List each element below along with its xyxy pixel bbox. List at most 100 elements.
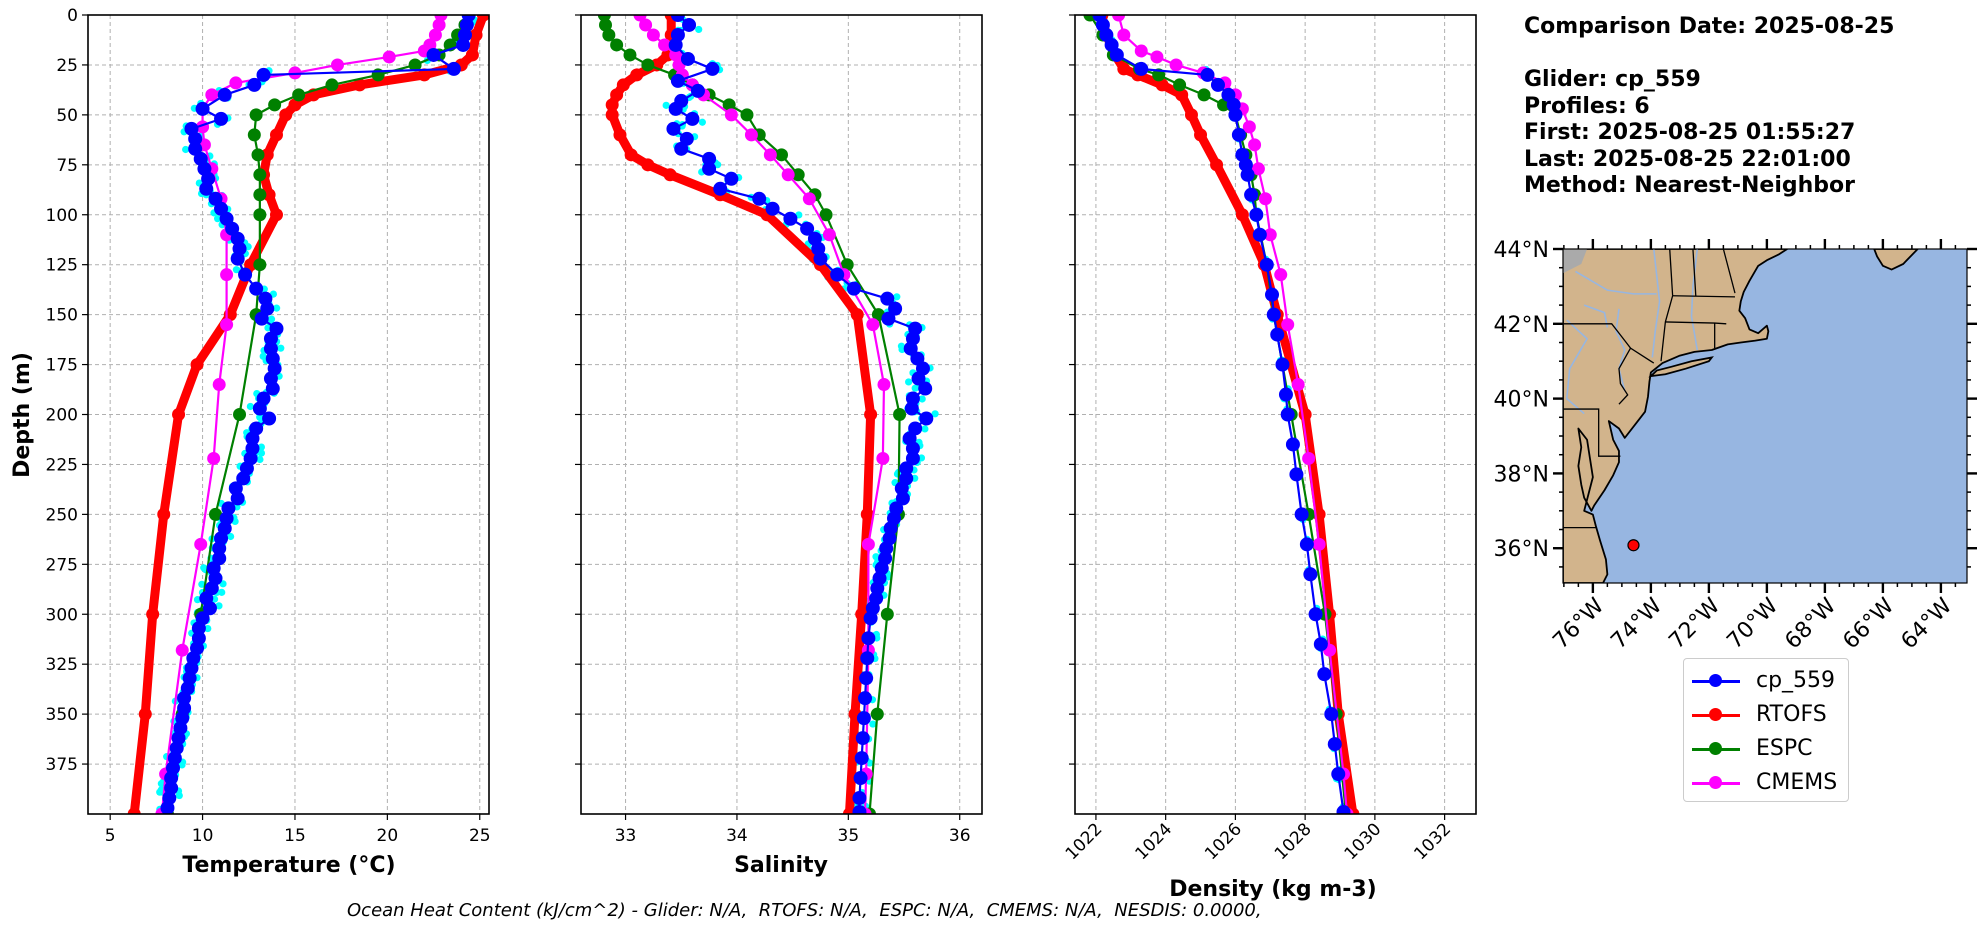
data-point-rtofs [1175, 88, 1189, 102]
data-point-rtofs [864, 408, 878, 421]
data-point-glider [1210, 77, 1225, 92]
lat-tick-label: 40°N [1494, 388, 1549, 413]
data-point-cmems [876, 451, 890, 465]
data-point-rtofs [610, 88, 624, 102]
data-point-glider [702, 161, 717, 176]
data-point-glider [1313, 637, 1328, 652]
data-point-glider [1308, 607, 1323, 622]
data-point-glider [446, 61, 461, 76]
data-point-espc [641, 58, 655, 72]
data-point-glider [265, 381, 280, 396]
data-point-espc [408, 58, 422, 72]
data-point-glider [905, 441, 920, 456]
series-line-espc [166, 15, 470, 814]
glider-location-marker [1627, 539, 1640, 552]
data-point-glider [904, 401, 919, 416]
data-point-cmems [802, 192, 816, 206]
data-point-cmems [1274, 268, 1288, 282]
y-tick-label: 325 [46, 655, 78, 675]
data-point-glider [1331, 767, 1346, 782]
x-tick-label: 1032 [1410, 819, 1455, 864]
data-point-glider [236, 471, 251, 486]
temperature-panel: 0 25 50 75 100 125 150 175 200 225 250 275 300 325 350… [46, 6, 491, 846]
temperature-axis-label: Temperature (°C) [182, 853, 395, 878]
legend-label: RTOFS [1756, 702, 1827, 727]
salinity-panel: 33 34 35 36 [575, 14, 983, 846]
lon-tick-label: 76°W [1548, 593, 1609, 654]
x-tick-label: 25 [469, 826, 491, 846]
data-point-espc [791, 168, 805, 182]
lat-tick-label: 38°N [1494, 462, 1549, 487]
series-glider [1092, 15, 1351, 814]
data-point-rtofs [630, 68, 644, 82]
data-point-glider [918, 381, 933, 396]
data-point-glider [1327, 737, 1342, 752]
x-tick-label: 1026 [1201, 819, 1246, 864]
series-glider [160, 15, 476, 814]
y-tick-label: 50 [56, 106, 78, 126]
data-point-glider [685, 111, 700, 126]
state-border [1692, 249, 1697, 297]
data-point-glider [1200, 67, 1215, 82]
glider-raw-point [257, 449, 266, 457]
data-point-cmems [669, 48, 683, 62]
data-point-rtofs [244, 258, 258, 272]
data-point-cmems [1258, 192, 1272, 206]
data-point-rtofs [288, 98, 302, 112]
lon-tick-label: 72°W [1664, 593, 1725, 654]
info-block: Comparison Date: 2025-08-25 Glider: cp_5… [1524, 14, 1894, 200]
data-point-glider [674, 141, 689, 156]
land-island [1873, 249, 1919, 271]
glider-raw-point [246, 402, 254, 411]
series-line-glider [672, 15, 928, 814]
data-point-glider [705, 61, 720, 76]
data-point-espc [722, 98, 736, 112]
river [1651, 249, 1661, 358]
axes-frame [1074, 14, 1477, 815]
legend-marker [1709, 708, 1722, 721]
x-tick-label: 1024 [1131, 819, 1176, 864]
data-point-glider [668, 37, 683, 52]
data-point-glider [852, 805, 867, 814]
data-point-glider [164, 771, 179, 786]
data-point-glider [861, 631, 876, 646]
data-point-glider [919, 411, 934, 426]
glider-raw-point [175, 791, 183, 800]
data-point-rtofs [1184, 108, 1198, 122]
data-point-rtofs [138, 707, 152, 721]
lat-tick-label: 42°N [1494, 313, 1549, 338]
data-point-rtofs [860, 507, 874, 521]
data-point-cmems [212, 378, 226, 392]
data-point-glider [188, 131, 203, 146]
glider-raw-point [256, 413, 264, 421]
data-point-espc [1197, 88, 1211, 102]
glider-raw-point [273, 304, 281, 312]
river [1575, 270, 1657, 295]
glider-raw-point [178, 761, 186, 769]
data-point-rtofs [663, 168, 677, 182]
data-point-glider [680, 51, 695, 66]
data-point-glider [426, 47, 441, 62]
legend-label: ESPC [1756, 736, 1813, 761]
data-point-cmems [763, 148, 777, 162]
legend-item-cmems: CMEMS [1692, 768, 1842, 798]
data-point-glider [702, 151, 717, 166]
y-tick-label: 250 [46, 505, 78, 525]
data-point-cmems [1134, 44, 1148, 58]
info-spacer [1524, 41, 1894, 68]
data-point-glider [895, 491, 910, 506]
data-point-glider [1336, 805, 1351, 814]
data-point-rtofs [146, 607, 160, 621]
glider-raw-point [460, 7, 467, 14]
river [1565, 319, 1589, 415]
data-layer [127, 7, 489, 814]
glider-raw-point [277, 344, 285, 352]
data-point-glider [888, 301, 903, 316]
data-point-glider [911, 371, 926, 386]
data-point-glider [1265, 287, 1280, 302]
data-point-cmems [822, 228, 836, 242]
data-point-espc [840, 258, 854, 272]
lon-tick-label: 64°W [1897, 593, 1958, 654]
data-point-glider [752, 191, 767, 206]
data-point-cmems [1117, 28, 1131, 42]
